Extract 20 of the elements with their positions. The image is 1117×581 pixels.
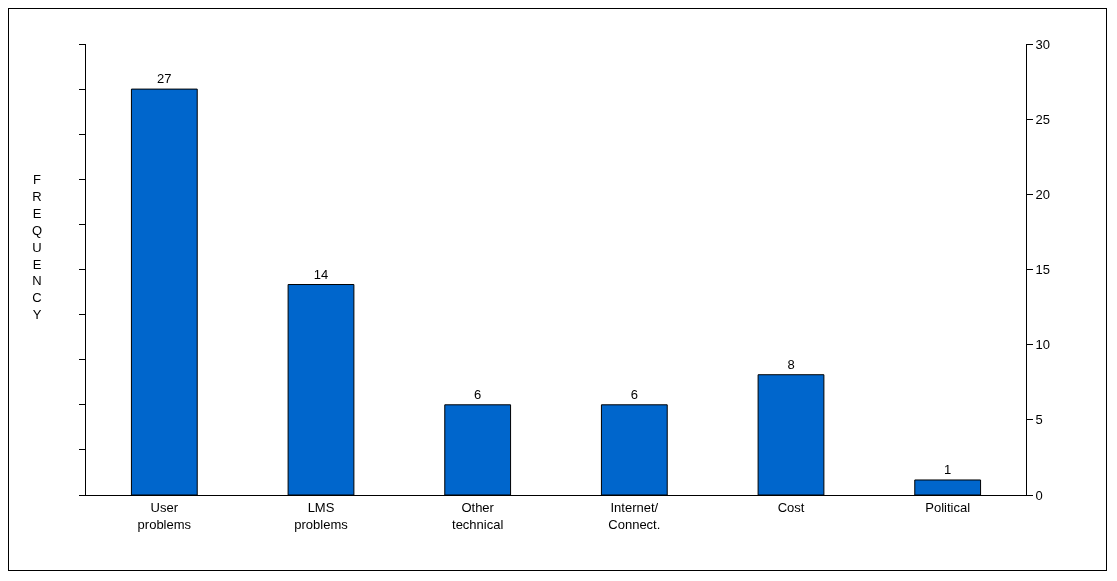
data-label: 1 <box>944 461 952 477</box>
y2-tick-label: 5 <box>1035 412 1043 428</box>
y2-tick-label: 30 <box>1035 36 1051 52</box>
x-tick-label: Internet/ Connect. <box>608 499 661 532</box>
data-label: 8 <box>787 356 795 372</box>
x-tick-label: User problems <box>137 499 192 532</box>
data-label: 6 <box>474 386 482 402</box>
y2-tick-label: 20 <box>1035 186 1051 202</box>
y2-tick-label: 10 <box>1035 337 1051 353</box>
y2-tick-label: 0 <box>1035 487 1043 503</box>
y2-tick-label: 15 <box>1035 262 1051 278</box>
text: FREQUENCY <box>32 172 43 323</box>
data-label: 6 <box>630 386 638 402</box>
data-label: 14 <box>313 266 329 282</box>
x-tick-label: LMS problems <box>294 499 349 532</box>
x-tick-label: Cost <box>777 499 805 515</box>
data-label: 27 <box>157 71 172 87</box>
x-tick-label: Other technical <box>452 499 504 532</box>
x-tick-label: Political <box>925 499 971 515</box>
y2-tick-label: 25 <box>1035 111 1051 127</box>
